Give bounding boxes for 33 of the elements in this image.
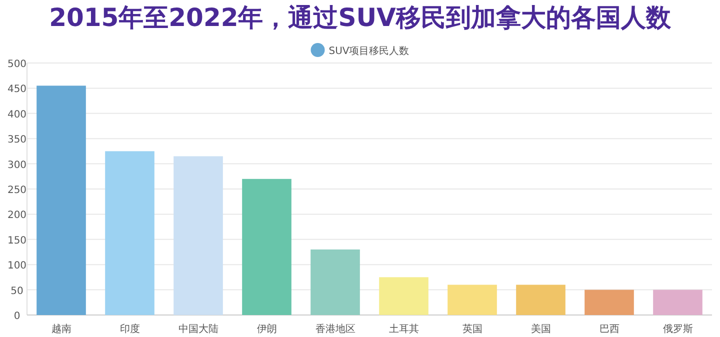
bar [242,178,292,315]
bar [174,156,223,315]
legend-label: SUV项目移民人数 [328,45,410,57]
x-tick-label: 伊朗 [256,323,277,335]
y-tick-label: 500 [7,59,27,70]
y-tick-label: 50 [10,286,24,297]
y-tick-label: 150 [7,235,27,246]
x-tick-label: 越南 [51,323,72,335]
bar [105,151,154,315]
y-tick-label: 300 [7,160,27,171]
bar [379,277,428,315]
y-tick-label: 350 [7,134,27,146]
x-tick-label: 英国 [462,323,482,335]
bar [584,290,634,315]
bar [516,284,566,315]
x-tick-label: 俄罗斯 [662,323,693,335]
y-tick-label: 450 [7,84,27,96]
y-tick-label: 200 [7,210,27,222]
x-tick-label: 印度 [120,323,140,335]
y-tick-label: 400 [7,109,27,120]
y-tick-label: 100 [7,260,27,272]
bar [653,290,702,315]
x-tick-label: 美国 [530,323,551,335]
x-tick-label: 中国大陆 [178,323,218,335]
bar [310,249,360,315]
bar [36,86,86,315]
chart-title: 2015年至2022年，通过SUV移民到加拿大的各国人数 [49,3,672,32]
y-tick-label: 0 [14,311,20,322]
y-tick-label: 250 [7,185,27,196]
bar [448,284,497,315]
x-tick-label: 土耳其 [388,323,419,335]
x-tick-label: 香港地区 [315,323,356,335]
x-tick-label: 巴西 [599,324,620,335]
